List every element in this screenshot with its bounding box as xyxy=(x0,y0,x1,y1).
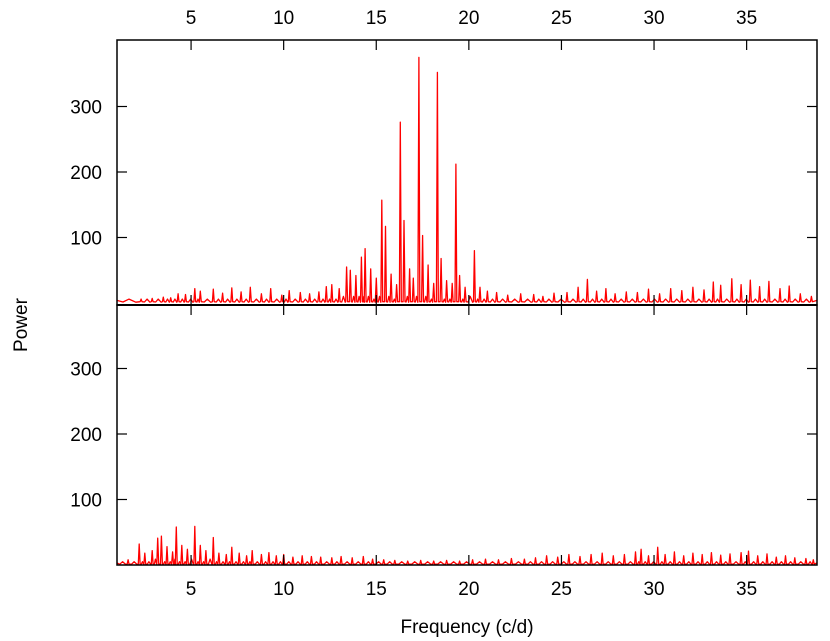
top-y-tick-label: 200 xyxy=(70,163,102,184)
top-panel: 100 200 300 5 10 15 20 25 30 35 xyxy=(70,8,818,306)
bottom-x-axis-ticks: 5 10 15 20 25 30 35 xyxy=(186,305,757,600)
top-x-tick-label: 15 xyxy=(366,8,387,29)
bottom-y-tick-label: 200 xyxy=(70,425,102,446)
bottom-x-tick-label: 10 xyxy=(273,579,294,600)
top-x-tick-label: 10 xyxy=(273,8,294,29)
x-axis-label: Frequency (c/d) xyxy=(400,617,533,638)
bottom-y-tick-label: 300 xyxy=(70,360,102,381)
bottom-plot-frame xyxy=(116,304,818,566)
bottom-y-axis-ticks: 100 200 300 xyxy=(70,360,817,512)
bottom-x-tick-label: 35 xyxy=(736,579,757,600)
top-x-tick-label: 30 xyxy=(643,8,664,29)
bottom-y-tick-label: 100 xyxy=(70,491,102,512)
top-x-tick-label: 5 xyxy=(186,8,197,29)
top-x-tick-label: 35 xyxy=(736,8,757,29)
top-y-tick-label: 100 xyxy=(70,229,102,250)
bottom-x-tick-label: 15 xyxy=(366,579,387,600)
top-series-line xyxy=(116,56,818,303)
bottom-x-tick-label: 20 xyxy=(458,579,479,600)
top-y-axis-ticks: 100 200 300 xyxy=(70,98,817,250)
top-x-tick-label: 25 xyxy=(551,8,572,29)
y-axis-label: Power xyxy=(11,297,32,352)
bottom-series-line xyxy=(116,525,818,566)
top-plot-frame xyxy=(116,39,818,306)
top-y-tick-label: 300 xyxy=(70,98,102,119)
top-spectrum-path xyxy=(116,56,818,303)
bottom-x-tick-label: 30 xyxy=(643,579,664,600)
bottom-spectrum-path xyxy=(116,525,818,566)
top-x-axis-ticks: 5 10 15 20 25 30 35 xyxy=(186,8,757,305)
top-x-tick-label: 20 xyxy=(458,8,479,29)
bottom-x-tick-label: 5 xyxy=(186,579,197,600)
bottom-panel: 100 200 300 5 10 15 20 25 30 35 xyxy=(70,304,818,600)
bottom-x-tick-label: 25 xyxy=(551,579,572,600)
